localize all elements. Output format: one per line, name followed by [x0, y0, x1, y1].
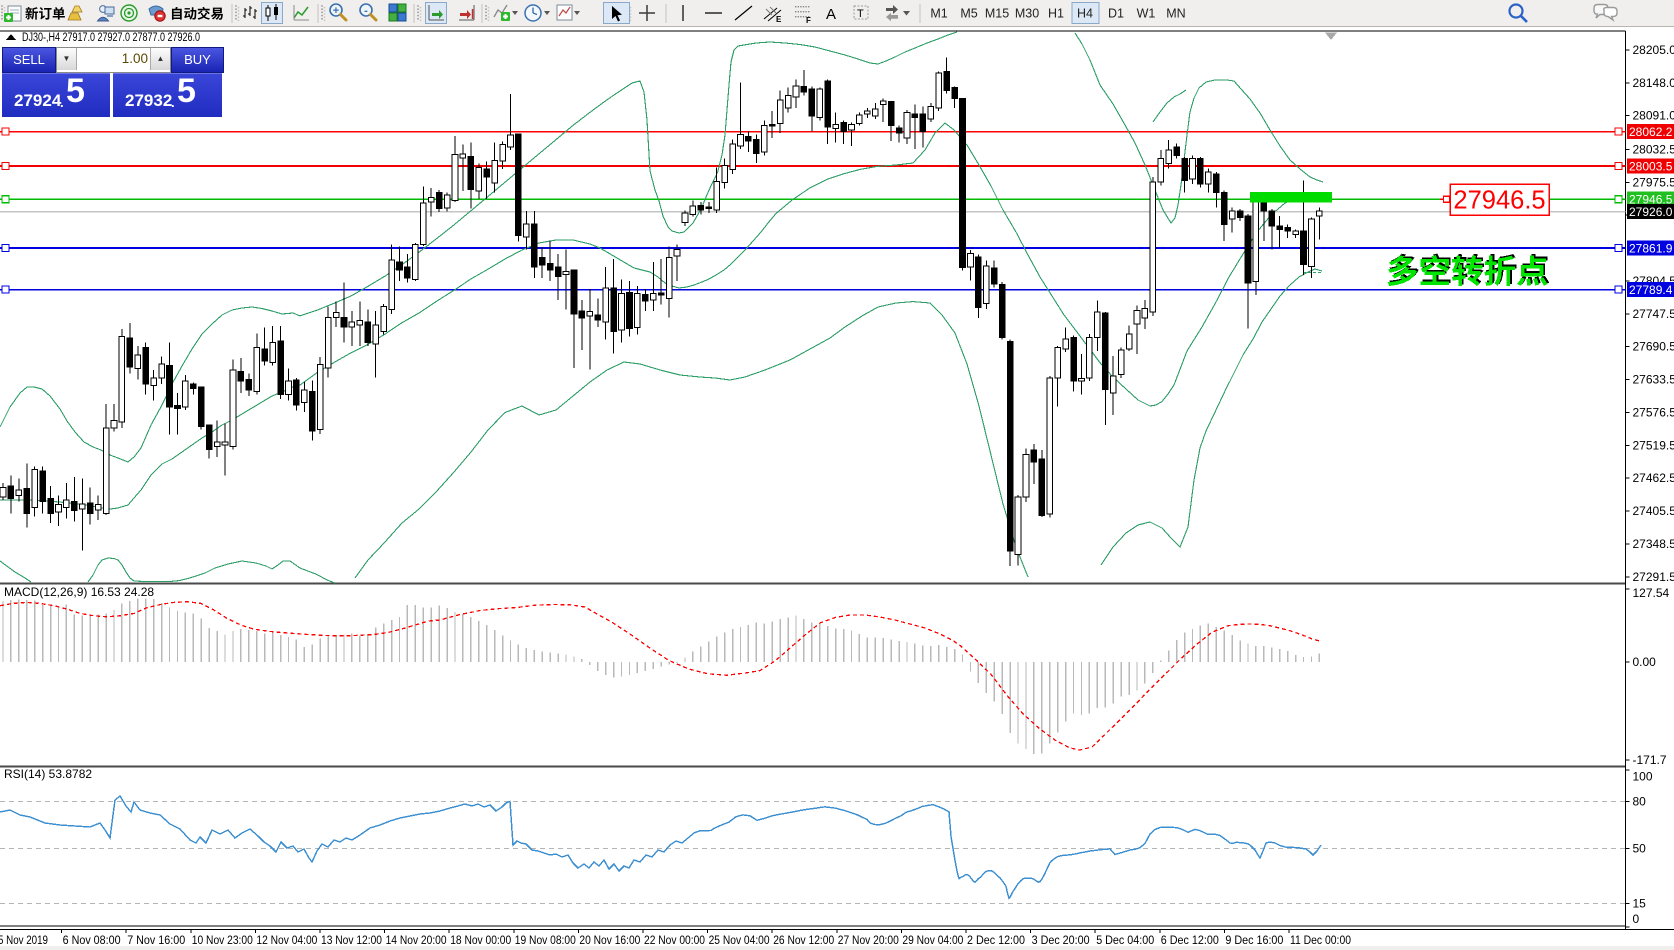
svg-text:D1: D1	[1108, 7, 1124, 21]
svg-text:27789.4: 27789.4	[1629, 283, 1673, 297]
svg-text:28205.0: 28205.0	[1633, 43, 1674, 57]
svg-text:E: E	[776, 15, 782, 24]
svg-text:25 Nov 04:00: 25 Nov 04:00	[709, 935, 770, 947]
svg-text:H4: H4	[1077, 7, 1093, 21]
svg-text:27291.5: 27291.5	[1633, 570, 1674, 584]
svg-text:127.54: 127.54	[1633, 586, 1670, 600]
svg-text:20 Nov 16:00: 20 Nov 16:00	[579, 935, 640, 947]
svg-text:27747.5: 27747.5	[1633, 307, 1674, 321]
svg-text:27861.9: 27861.9	[1629, 242, 1673, 256]
svg-text:RSI(14) 53.8782: RSI(14) 53.8782	[4, 767, 92, 781]
svg-text:+: +	[333, 5, 339, 17]
svg-text:27576.5: 27576.5	[1633, 405, 1674, 419]
svg-text:10 Nov 23:00: 10 Nov 23:00	[192, 935, 253, 947]
svg-text:27633.5: 27633.5	[1633, 373, 1674, 387]
svg-text:M30: M30	[1015, 7, 1039, 21]
svg-text:2 Dec 12:00: 2 Dec 12:00	[967, 935, 1025, 947]
svg-text:H1: H1	[1048, 7, 1064, 21]
svg-text:-171.7: -171.7	[1633, 753, 1667, 767]
svg-text:27926.0: 27926.0	[1629, 205, 1673, 219]
svg-text:27405.5: 27405.5	[1633, 504, 1674, 518]
svg-text:T: T	[857, 8, 864, 20]
svg-text:26 Nov 12:00: 26 Nov 12:00	[773, 935, 834, 947]
svg-text:28091.0: 28091.0	[1633, 109, 1674, 123]
svg-text:28003.5: 28003.5	[1629, 160, 1673, 174]
svg-text:14 Nov 20:00: 14 Nov 20:00	[386, 935, 447, 947]
svg-text:27462.5: 27462.5	[1633, 471, 1674, 485]
svg-text:6 Nov 08:00: 6 Nov 08:00	[63, 935, 121, 947]
svg-text:80: 80	[1633, 794, 1647, 808]
svg-text:28032.5: 28032.5	[1633, 142, 1674, 156]
svg-text:22 Nov 00:00: 22 Nov 00:00	[644, 935, 705, 947]
svg-text:M5: M5	[960, 7, 977, 21]
svg-text:3 Dec 20:00: 3 Dec 20:00	[1032, 935, 1090, 947]
svg-text:5 Nov 2019: 5 Nov 2019	[0, 935, 48, 947]
svg-text:100: 100	[1633, 770, 1653, 784]
svg-text:MACD(12,26,9) 16.53 24.28: MACD(12,26,9) 16.53 24.28	[4, 585, 154, 599]
svg-text:27690.5: 27690.5	[1633, 340, 1674, 354]
svg-text:28062.2: 28062.2	[1629, 125, 1673, 139]
svg-text:M1: M1	[930, 7, 947, 21]
svg-text:5 Dec 04:00: 5 Dec 04:00	[1096, 935, 1154, 947]
svg-text:0: 0	[1633, 912, 1640, 926]
svg-text:28148.0: 28148.0	[1633, 76, 1674, 90]
svg-text:50: 50	[1633, 842, 1647, 856]
svg-text:27348.5: 27348.5	[1633, 537, 1674, 551]
svg-text:A: A	[826, 6, 836, 23]
svg-text:13 Nov 12:00: 13 Nov 12:00	[321, 935, 382, 947]
svg-text:DJ30-,H4 27917.0 27927.0 2787: DJ30-,H4 27917.0 27927.0 27877.0 27926.0	[22, 32, 200, 44]
svg-text:27975.5: 27975.5	[1633, 175, 1674, 189]
svg-text:27519.5: 27519.5	[1633, 438, 1674, 452]
svg-text:MN: MN	[1166, 7, 1185, 21]
svg-text:15: 15	[1633, 896, 1647, 910]
svg-text:27 Nov 20:00: 27 Nov 20:00	[838, 935, 899, 947]
svg-text:M15: M15	[985, 7, 1009, 21]
svg-text:W1: W1	[1137, 7, 1156, 21]
svg-text:0.00: 0.00	[1633, 655, 1657, 669]
svg-text:F: F	[806, 16, 811, 25]
svg-text:11 Dec 00:00: 11 Dec 00:00	[1290, 935, 1351, 947]
svg-text:7 Nov 16:00: 7 Nov 16:00	[127, 935, 185, 947]
svg-text:19 Nov 08:00: 19 Nov 08:00	[515, 935, 576, 947]
svg-text:12 Nov 04:00: 12 Nov 04:00	[256, 935, 317, 947]
svg-text:27946.5: 27946.5	[1453, 187, 1545, 215]
svg-text:27946.5: 27946.5	[1629, 193, 1673, 207]
svg-text:9 Dec 16:00: 9 Dec 16:00	[1225, 935, 1283, 947]
svg-text:6 Dec 12:00: 6 Dec 12:00	[1161, 935, 1219, 947]
svg-text:-: -	[364, 5, 368, 17]
svg-text:18 Nov 00:00: 18 Nov 00:00	[450, 935, 511, 947]
svg-text:29 Nov 04:00: 29 Nov 04:00	[902, 935, 963, 947]
